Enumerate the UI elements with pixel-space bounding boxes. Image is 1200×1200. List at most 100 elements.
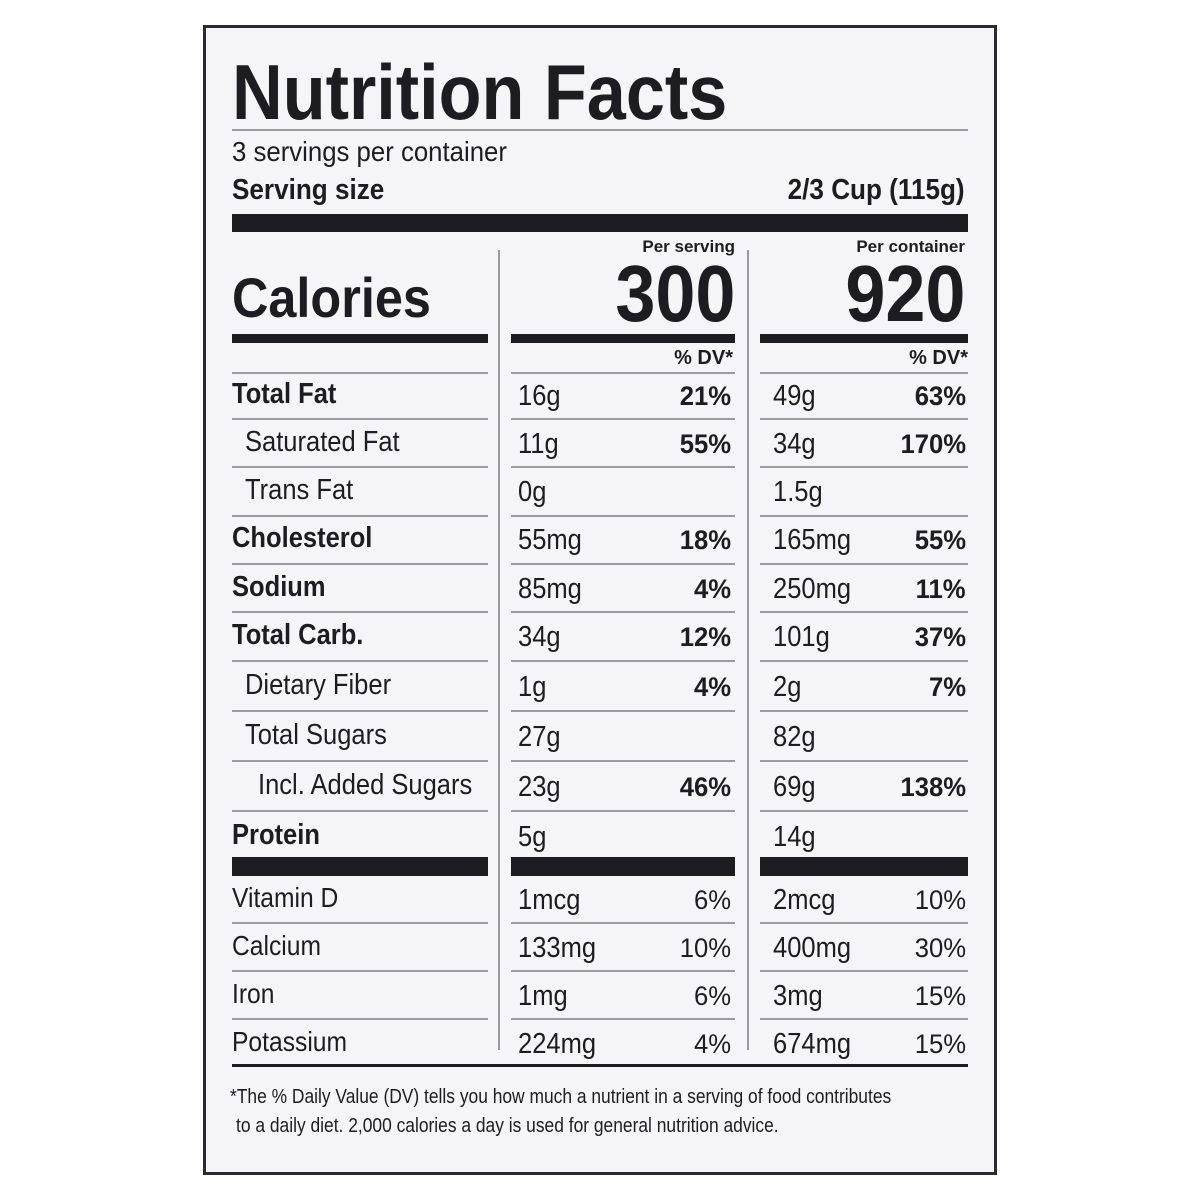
dv-per-container: 37% bbox=[914, 622, 966, 652]
dv-per-serving: 10% bbox=[679, 932, 731, 963]
thick-rule bbox=[232, 334, 488, 343]
rule bbox=[511, 709, 735, 712]
vitamin-name: Iron bbox=[232, 978, 275, 1009]
amount-per-container: 250mg bbox=[773, 572, 852, 605]
amount-per-container: 165mg bbox=[773, 524, 852, 557]
rule bbox=[511, 659, 735, 662]
rule bbox=[760, 709, 968, 712]
rule bbox=[760, 466, 968, 469]
rule bbox=[232, 809, 488, 812]
footnote: *The % Daily Value (DV) tells you how mu… bbox=[230, 1086, 892, 1108]
amount-per-container: 34g bbox=[773, 427, 816, 460]
amount-per-serving: 0g bbox=[518, 476, 547, 509]
dv-per-serving: 6% bbox=[693, 884, 731, 915]
rule bbox=[232, 611, 488, 614]
nutrient-name: Trans Fat bbox=[245, 474, 354, 507]
footnote: to a daily diet. 2,000 calories a day is… bbox=[236, 1115, 779, 1137]
nutrient-name: Total Sugars bbox=[245, 719, 387, 751]
amount-per-container: 674mg bbox=[773, 1027, 852, 1060]
dv-per-container: 15% bbox=[914, 980, 966, 1011]
amount-per-serving: 133mg bbox=[518, 931, 597, 964]
servings-per-container: 3 servings per container bbox=[232, 136, 507, 167]
rule bbox=[232, 970, 488, 972]
rule bbox=[760, 611, 968, 614]
dv-per-serving: 46% bbox=[679, 772, 731, 802]
dv-per-serving: 6% bbox=[693, 980, 731, 1011]
calories-label: Calories bbox=[232, 266, 431, 329]
thick-rule bbox=[760, 857, 968, 876]
dv-per-container: 11% bbox=[916, 573, 966, 604]
rule bbox=[511, 809, 735, 812]
serving-size-value: 2/3 Cup (115g) bbox=[788, 173, 965, 206]
rule bbox=[760, 514, 968, 517]
amount-per-serving: 5g bbox=[518, 821, 547, 853]
rule bbox=[511, 970, 735, 972]
serving-size-label: Serving size bbox=[232, 173, 385, 206]
rule bbox=[760, 372, 968, 374]
rule bbox=[760, 418, 968, 420]
amount-per-serving: 1mg bbox=[518, 979, 568, 1012]
amount-per-container: 3mg bbox=[773, 979, 823, 1012]
rule bbox=[232, 659, 488, 662]
rule bbox=[232, 466, 488, 469]
rule bbox=[760, 759, 968, 762]
dv-per-container: 170% bbox=[900, 428, 966, 459]
title: Nutrition Facts bbox=[232, 48, 728, 136]
vitamin-name: Vitamin D bbox=[232, 882, 339, 913]
rule bbox=[760, 970, 968, 972]
rule bbox=[511, 372, 735, 374]
calories-per-serving: 300 bbox=[614, 249, 735, 338]
dv-per-serving: 55% bbox=[679, 428, 731, 459]
nutrient-name: Total Carb. bbox=[232, 619, 364, 651]
rule bbox=[760, 922, 968, 924]
dv-per-container: 55% bbox=[914, 525, 966, 556]
amount-per-serving: 23g bbox=[518, 771, 561, 803]
amount-per-container: 2g bbox=[773, 671, 802, 703]
amount-per-container: 82g bbox=[773, 721, 816, 753]
dv-per-serving: 12% bbox=[679, 622, 731, 652]
dv-per-serving: 21% bbox=[679, 380, 731, 411]
dv-per-container: 7% bbox=[928, 672, 966, 702]
amount-per-container: 14g bbox=[773, 821, 816, 853]
rule bbox=[511, 1018, 735, 1020]
amount-per-serving: 1mcg bbox=[518, 883, 581, 916]
amount-per-container: 2mcg bbox=[773, 883, 836, 916]
rule bbox=[232, 514, 488, 517]
rule bbox=[760, 562, 968, 565]
dv-per-container: 63% bbox=[914, 380, 966, 411]
rule bbox=[760, 659, 968, 662]
rule bbox=[511, 922, 735, 924]
rule bbox=[232, 418, 488, 420]
amount-per-container: 400mg bbox=[773, 931, 852, 964]
dv-per-serving: 18% bbox=[679, 525, 731, 556]
dv-header: % DV* bbox=[674, 347, 733, 369]
column-divider bbox=[498, 250, 500, 1050]
thick-rule bbox=[511, 334, 735, 343]
rule bbox=[511, 466, 735, 469]
amount-per-serving: 34g bbox=[518, 621, 561, 653]
dv-per-container: 138% bbox=[900, 772, 966, 802]
amount-per-serving: 55mg bbox=[518, 524, 582, 557]
calories-per-container: 920 bbox=[844, 249, 965, 338]
thick-rule bbox=[511, 857, 735, 876]
amount-per-serving: 1g bbox=[518, 671, 547, 703]
amount-per-serving: 85mg bbox=[518, 572, 582, 605]
amount-per-serving: 27g bbox=[518, 721, 561, 753]
nutrient-name: Incl. Added Sugars bbox=[258, 769, 473, 801]
dv-per-container: 10% bbox=[914, 884, 966, 915]
dv-header: % DV* bbox=[909, 347, 968, 369]
amount-per-serving: 16g bbox=[518, 379, 561, 412]
rule bbox=[511, 514, 735, 517]
nutrient-name: Saturated Fat bbox=[245, 425, 400, 458]
rule bbox=[232, 129, 968, 131]
rule bbox=[232, 1064, 968, 1067]
dv-per-serving: 4% bbox=[693, 573, 731, 604]
rule bbox=[232, 709, 488, 712]
vitamin-name: Calcium bbox=[232, 930, 322, 961]
column-divider bbox=[747, 250, 749, 1050]
nutrient-name: Sodium bbox=[232, 570, 326, 603]
dv-per-container: 15% bbox=[914, 1028, 966, 1059]
thick-rule bbox=[232, 857, 488, 876]
thick-rule bbox=[232, 214, 968, 232]
